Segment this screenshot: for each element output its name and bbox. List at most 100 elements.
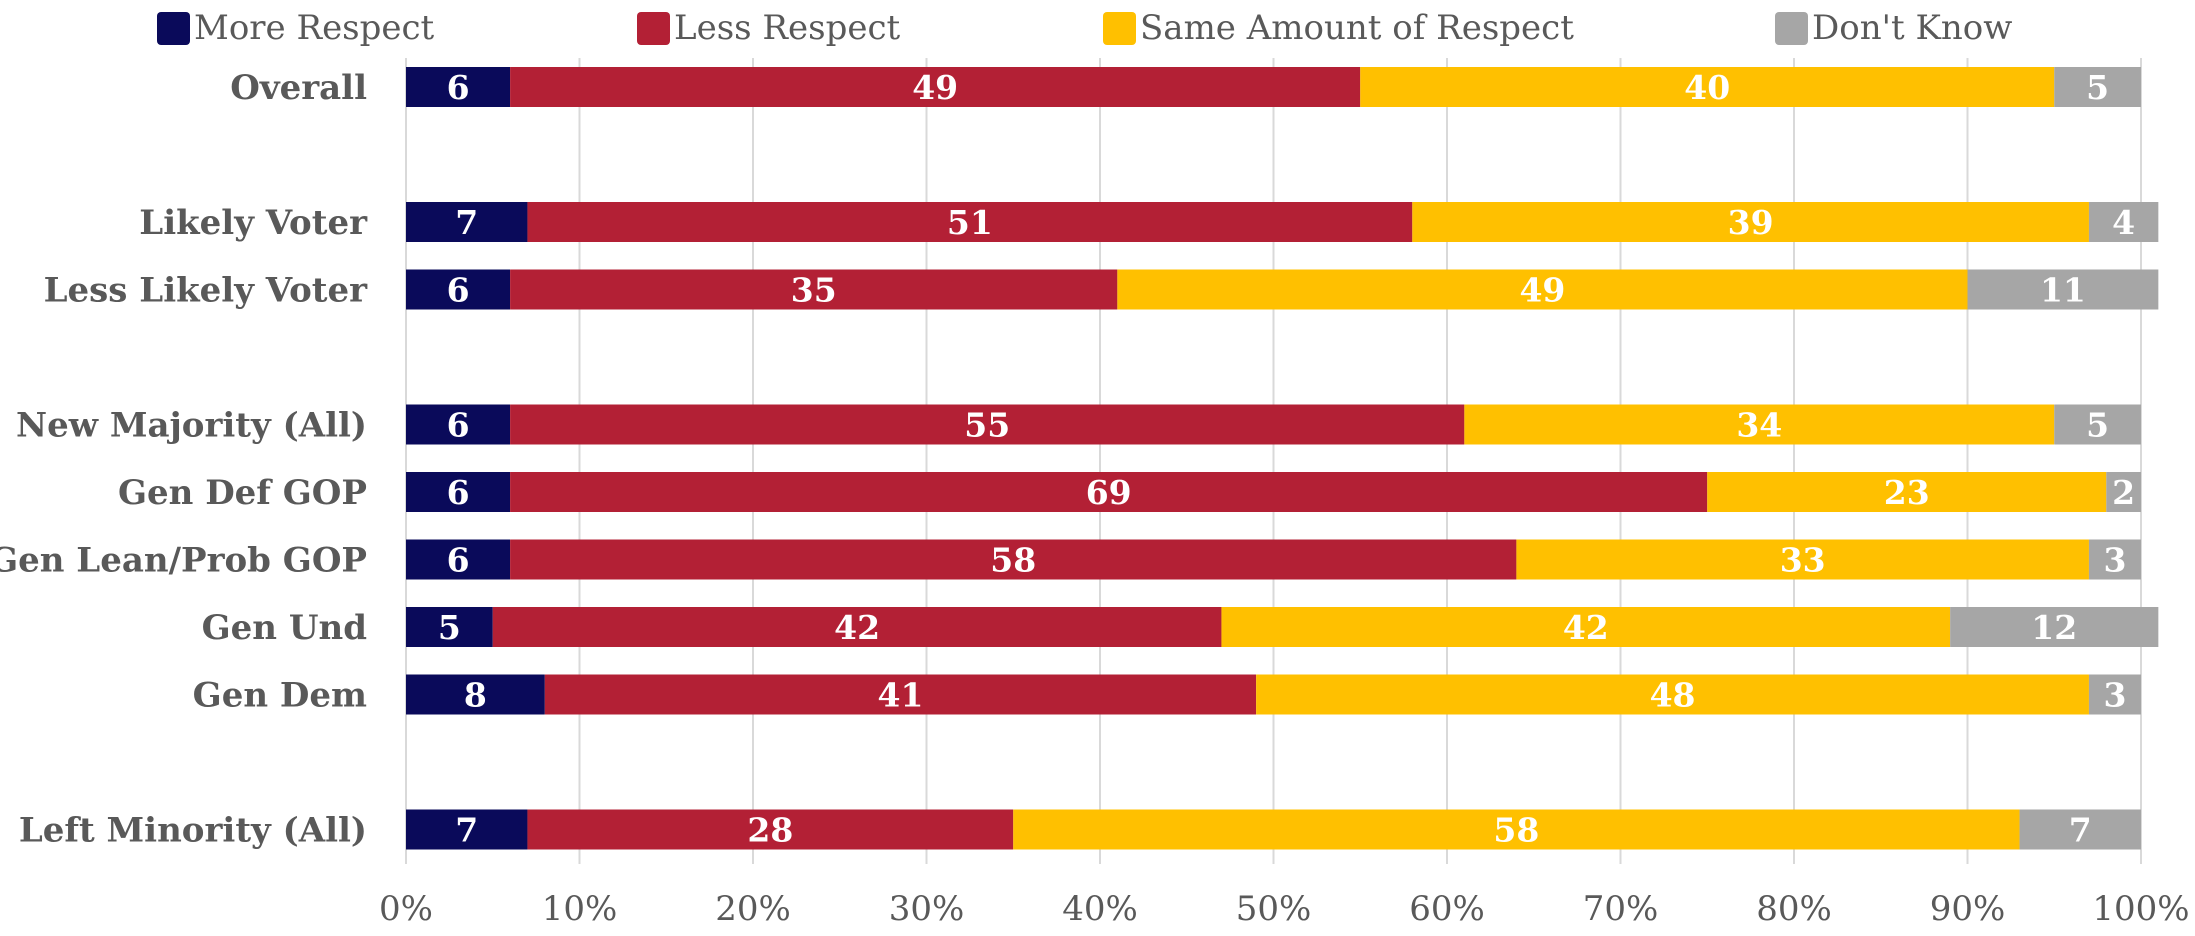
- bar-value-label: 48: [1650, 676, 1696, 715]
- bar-value-label: 69: [1086, 473, 1132, 512]
- category-label: Likely Voter: [139, 203, 368, 243]
- bar-segment: [1464, 404, 2055, 445]
- bar-segment: [406, 809, 528, 850]
- bar-segment: [510, 472, 1708, 512]
- bar-segment: [527, 202, 1413, 242]
- category-label: Gen Und: [202, 608, 367, 648]
- bar-segment: [406, 404, 511, 445]
- bar-segment: [406, 269, 511, 310]
- bar-segment: [1256, 674, 2089, 715]
- bar-segment: [527, 809, 1014, 850]
- x-tick-label: 80%: [1756, 889, 1832, 929]
- legend-swatch: [1775, 12, 1808, 45]
- category-label: Gen Lean/Prob GOP: [0, 541, 367, 581]
- bar-value-label: 7: [2069, 811, 2092, 850]
- legend-swatch: [637, 12, 670, 45]
- bar-segment: [1967, 269, 2159, 310]
- bar-value-label: 5: [2086, 406, 2109, 445]
- bar-segment: [510, 404, 1465, 445]
- bar-value-label: 55: [964, 406, 1010, 445]
- bar-value-label: 58: [990, 541, 1036, 580]
- bars: [406, 67, 2159, 850]
- bar-value-label: 8: [464, 676, 487, 715]
- legend-label: Less Respect: [674, 8, 901, 48]
- x-tick-label: 60%: [1409, 889, 1485, 929]
- bar-value-label: 7: [455, 811, 478, 850]
- bar-value-label: 58: [1493, 811, 1539, 850]
- bar-value-label: 12: [2031, 608, 2077, 647]
- x-tick-label: 50%: [1236, 889, 1312, 929]
- x-tick-label: 0%: [379, 889, 433, 929]
- bar-segment: [1412, 202, 2089, 242]
- bar-value-label: 33: [1780, 541, 1826, 580]
- category-label: Left Minority (All): [19, 811, 367, 851]
- bar-segment: [1950, 607, 2159, 647]
- bar-value-label: 40: [1684, 68, 1730, 107]
- bar-segment: [2088, 539, 2141, 580]
- gridlines: [405, 58, 2142, 864]
- legend-label: More Respect: [194, 8, 435, 48]
- bar-segment: [510, 269, 1118, 310]
- bar-segment: [510, 539, 1517, 580]
- bar-segment: [406, 674, 545, 715]
- bar-segment: [2054, 67, 2141, 107]
- bar-value-label: 41: [878, 676, 924, 715]
- bar-segment: [1360, 67, 2055, 107]
- bar-value-labels: 6 49 40 57 51 39 46 35 49 116 55 34 56 69 23 26 58 33 35 42…: [438, 68, 2135, 850]
- bar-segment: [1516, 539, 2089, 580]
- bar-value-label: 6: [447, 473, 470, 512]
- bar-value-label: 49: [912, 68, 958, 107]
- bar-value-label: 49: [1519, 271, 1565, 310]
- x-tick-label: 70%: [1583, 889, 1659, 929]
- category-label: Gen Dem: [193, 676, 367, 716]
- bar-segment: [1707, 472, 2107, 512]
- bar-value-label: 3: [2103, 541, 2126, 580]
- x-tick-label: 20%: [715, 889, 791, 929]
- x-axis-ticks: 0% 10% 20% 30% 40% 50% 60% 70% 80% 90% 100%: [379, 889, 2190, 929]
- legend-label: Don't Know: [1812, 8, 2012, 48]
- bar-value-label: 23: [1884, 473, 1930, 512]
- bar-segment: [406, 539, 511, 580]
- category-label: New Majority (All): [16, 406, 367, 446]
- bar-value-label: 35: [791, 271, 837, 310]
- bar-value-label: 5: [438, 608, 461, 647]
- bar-value-label: 2: [2112, 473, 2135, 512]
- legend: More Respect Less Respect Same Amount of R…: [157, 8, 2012, 48]
- bar-segment: [2088, 202, 2159, 242]
- bar-value-label: 6: [447, 406, 470, 445]
- legend-swatch: [157, 12, 190, 45]
- bar-segment: [1117, 269, 1968, 310]
- bar-segment: [2054, 404, 2141, 445]
- category-label: Overall: [230, 68, 367, 108]
- bar-value-label: 6: [447, 541, 470, 580]
- bar-segment: [510, 67, 1361, 107]
- legend-label: Same Amount of Respect: [1140, 8, 1574, 48]
- bar-segment: [2106, 472, 2141, 512]
- bar-segment: [492, 607, 1222, 647]
- bar-segment: [2019, 809, 2141, 850]
- x-tick-label: 30%: [889, 889, 965, 929]
- bar-value-label: 5: [2086, 68, 2109, 107]
- bar-segment: [406, 607, 493, 647]
- bar-segment: [1013, 809, 2020, 850]
- x-tick-label: 40%: [1062, 889, 1138, 929]
- bar-segment: [406, 472, 511, 512]
- x-tick-label: 10%: [542, 889, 618, 929]
- bar-value-label: 39: [1728, 203, 1774, 242]
- category-labels: Overall Likely Voter Less Likely Voter New …: [0, 68, 368, 851]
- bar-value-label: 11: [2040, 271, 2086, 310]
- bar-value-label: 42: [1563, 608, 1609, 647]
- category-label: Less Likely Voter: [44, 271, 368, 311]
- bar-value-label: 42: [834, 608, 880, 647]
- bar-value-label: 6: [447, 271, 470, 310]
- bar-segment: [544, 674, 1257, 715]
- x-tick-label: 100%: [2092, 889, 2189, 929]
- legend-swatch: [1103, 12, 1136, 45]
- bar-value-label: 51: [947, 203, 993, 242]
- bar-segment: [406, 202, 528, 242]
- bar-value-label: 3: [2103, 676, 2126, 715]
- bar-segment: [1221, 607, 1951, 647]
- bar-segment: [406, 67, 511, 107]
